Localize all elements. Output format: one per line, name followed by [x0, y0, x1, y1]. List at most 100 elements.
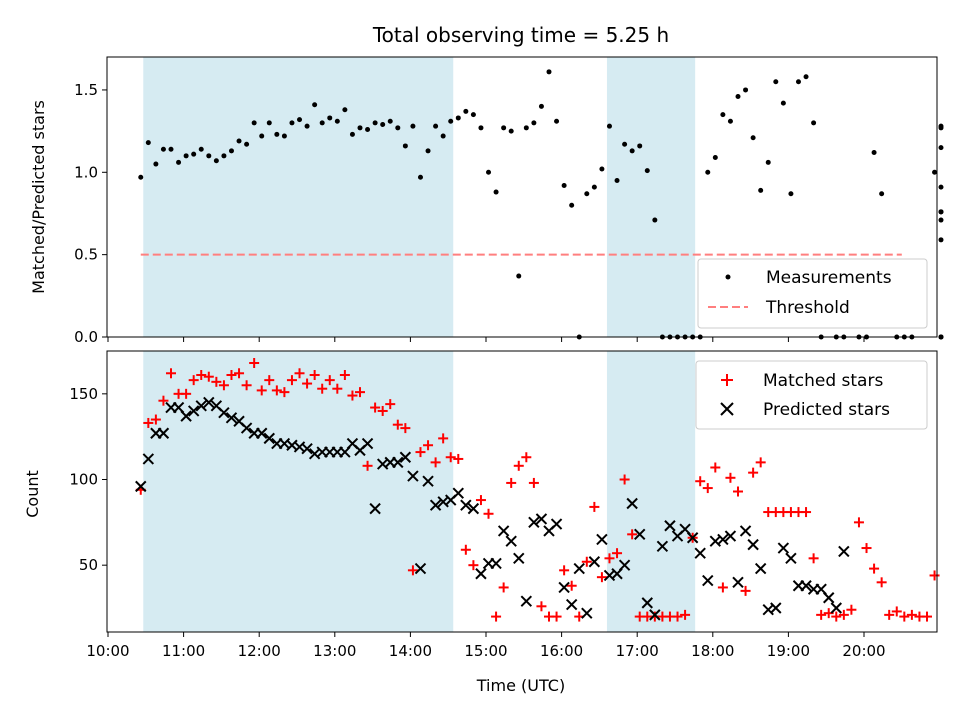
measurement-point [773, 79, 779, 85]
predicted-star-marker [414, 562, 427, 575]
predicted-star-marker [754, 562, 767, 575]
matched-star-marker [166, 368, 176, 379]
measurement-point [433, 123, 439, 129]
matched-star-marker [816, 609, 827, 620]
predicted-star-marker [256, 427, 268, 439]
legend-predicted-label: Predicted stars [763, 400, 890, 420]
matched-star-marker [581, 556, 592, 567]
measurement-point [637, 143, 643, 149]
measurement-point [395, 125, 401, 131]
measurement-point [758, 187, 764, 193]
x-tick-label: 13:00 [313, 642, 356, 660]
measurement-point [198, 146, 204, 152]
observing-span [606, 57, 696, 337]
predicted-star-marker [460, 499, 472, 511]
predicted-star-marker [558, 581, 570, 594]
measurement-point [599, 166, 605, 172]
matched-star-marker [513, 460, 524, 471]
predicted-star-marker [157, 427, 170, 439]
measurement-point [591, 184, 597, 190]
predicted-star-marker [467, 502, 480, 515]
matched-star-marker [286, 375, 297, 386]
y-tick-label: 150 [69, 385, 98, 403]
bottom-plot-area: 50 100 150 10:00 11:00 12:00 13:00 14:00 15:00 1… [69, 350, 940, 660]
measurement-point [938, 217, 944, 223]
measurement-point [168, 146, 174, 152]
measurement-point [938, 123, 944, 129]
matched-star-marker [906, 609, 917, 620]
predicted-star-marker [732, 576, 744, 589]
predicted-star-marker [452, 487, 464, 499]
measurement-point [221, 153, 227, 159]
predicted-star-marker [520, 595, 533, 607]
measurement-point [788, 191, 794, 197]
predicted-star-marker [656, 540, 669, 553]
matched-star-marker [423, 440, 434, 451]
x-axis-label: Time (UTC) [476, 676, 565, 695]
measurement-point [569, 202, 575, 208]
predicted-star-marker [422, 475, 434, 487]
measurement-point [811, 120, 817, 126]
predicted-star-marker [399, 451, 412, 463]
matched-star-marker [460, 544, 471, 555]
predicted-star-marker [513, 552, 525, 565]
measurement-point [213, 158, 219, 164]
matched-star-marker [899, 611, 910, 622]
measurement-point [244, 141, 250, 147]
x-tick-label: 15:00 [464, 642, 507, 660]
matched-star-marker [589, 501, 600, 512]
measurement-point [176, 159, 182, 165]
predicted-star-marker [429, 499, 442, 511]
bottom-legend: Matched stars Predicted stars [695, 360, 928, 430]
matched-star-marker [377, 405, 388, 416]
predicted-star-marker [664, 520, 676, 532]
measurement-point [455, 115, 461, 121]
predicted-star-marker [573, 562, 585, 575]
measurement-point [274, 131, 280, 137]
predicted-star-marker [369, 502, 381, 515]
measurement-point [387, 118, 393, 124]
matched-star-marker [566, 580, 577, 591]
predicted-star-marker [823, 592, 835, 604]
measurement-point [138, 174, 144, 180]
measurement-point [153, 161, 159, 167]
measurement-point [334, 118, 340, 124]
predicted-star-marker [301, 442, 313, 455]
measurement-point [425, 148, 431, 154]
measurement-point [644, 168, 650, 174]
matched-star-marker [468, 560, 479, 571]
predicted-star-marker [641, 597, 653, 609]
measurement-point [493, 189, 499, 195]
measurement-point [206, 153, 212, 159]
y-tick-label: 1.5 [74, 81, 98, 99]
predicted-star-marker [142, 453, 155, 465]
x-tick-label: 14:00 [389, 642, 432, 660]
measurement-point [622, 141, 628, 147]
matched-star-marker [521, 452, 532, 463]
matched-star-marker [241, 380, 252, 391]
matched-star-marker [181, 388, 192, 399]
measurement-point [486, 169, 492, 175]
predicted-star-marker [785, 552, 797, 565]
measurement-point [191, 151, 197, 157]
measurement-point [516, 273, 522, 279]
matched-star-marker [748, 467, 759, 478]
matched-star-marker [627, 529, 638, 540]
measurement-point [501, 125, 507, 131]
matched-star-marker [324, 375, 335, 386]
measurement-point [727, 118, 733, 124]
matched-star-marker [838, 609, 849, 620]
predicted-star-marker [626, 497, 638, 510]
predicted-star-marker [800, 580, 812, 592]
measurement-point [297, 117, 303, 123]
measurement-point [803, 74, 809, 80]
measurement-point [606, 123, 612, 129]
measurement-point [448, 118, 454, 124]
matched-star-marker [536, 601, 547, 612]
legend-matched-marker [721, 374, 733, 386]
measurement-point [795, 79, 801, 85]
measurement-point [289, 120, 295, 126]
measurement-point [938, 209, 944, 215]
predicted-star-marker [550, 518, 563, 530]
